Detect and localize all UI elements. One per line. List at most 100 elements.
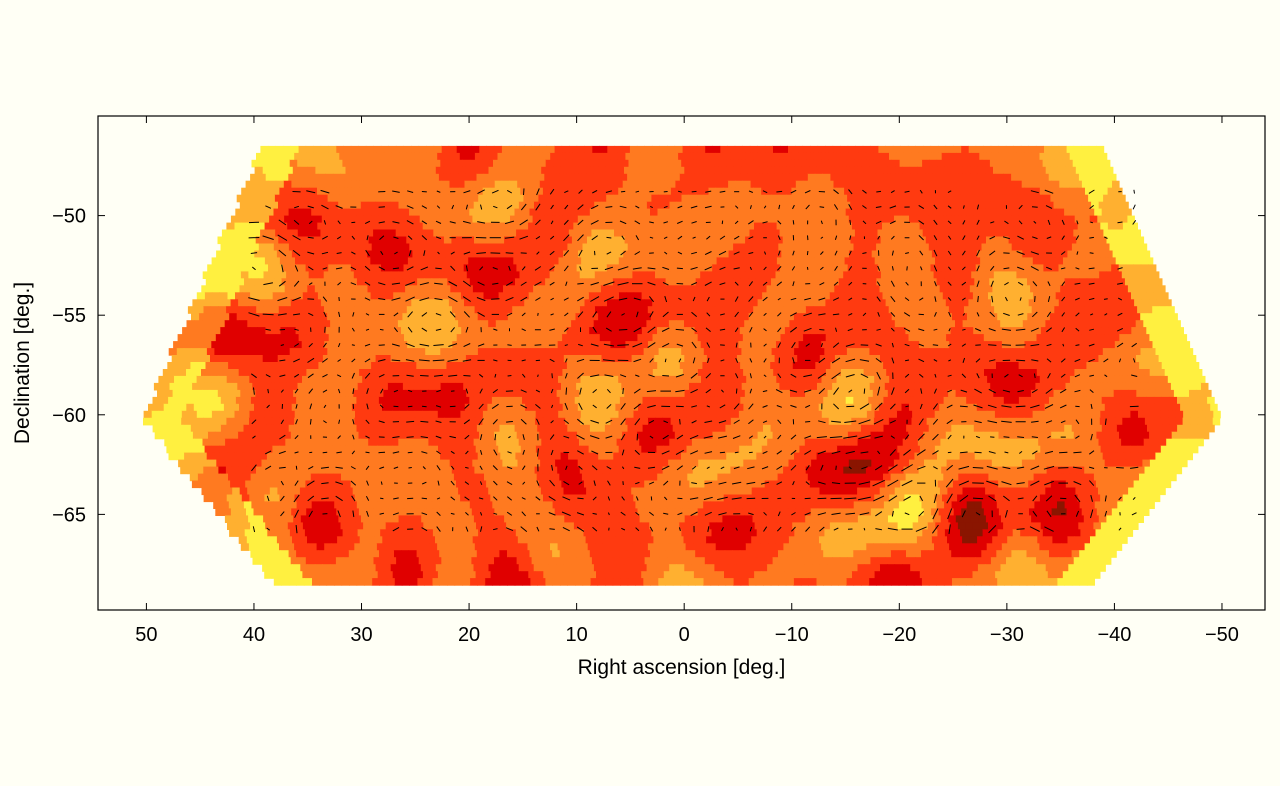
map-cell [806, 222, 815, 231]
map-cell [268, 369, 277, 377]
map-cell [1194, 403, 1203, 412]
map-cell [701, 257, 710, 265]
map-cell [809, 264, 818, 272]
map-cell [298, 145, 307, 154]
map-cell [789, 236, 798, 245]
map-cell [979, 187, 988, 196]
map-cell [618, 327, 627, 335]
map-cell [988, 396, 997, 405]
map-cell [349, 159, 358, 168]
map-cell [532, 250, 541, 259]
map-cell [869, 264, 878, 272]
map-cell [888, 222, 897, 231]
map-cell [625, 410, 634, 419]
map-cell [220, 396, 229, 405]
map-cell [900, 369, 909, 377]
map-cell [903, 375, 912, 384]
map-cell [955, 389, 964, 398]
map-cell [1203, 389, 1212, 398]
map-cell [786, 229, 795, 238]
map-cell [745, 152, 754, 161]
map-cell [602, 152, 611, 161]
map-cell [598, 194, 607, 203]
map-cell [834, 389, 843, 398]
map-cell [945, 299, 954, 307]
map-cell [434, 250, 443, 259]
map-cell [816, 382, 825, 391]
map-cell [246, 320, 255, 328]
map-cell [362, 292, 371, 300]
map-cell [1010, 362, 1019, 370]
map-cell [565, 222, 574, 231]
map-cell [436, 187, 445, 196]
map-cell [1053, 236, 1062, 245]
map-cell [780, 403, 789, 412]
map-cell [1152, 410, 1161, 419]
map-cell [552, 159, 561, 168]
map-cell [923, 403, 932, 412]
map-cell [506, 243, 515, 252]
map-cell [306, 285, 315, 293]
map-cell [1024, 222, 1033, 231]
map-cell [1040, 362, 1049, 370]
map-cell [514, 278, 523, 286]
map-cell [536, 243, 545, 252]
map-cell [343, 369, 352, 377]
map-cell [991, 215, 1000, 224]
map-cell [288, 278, 297, 286]
map-cell [926, 187, 935, 196]
map-cell [223, 403, 232, 412]
map-cell [1067, 320, 1076, 328]
map-cell [737, 271, 746, 279]
map-cell [270, 271, 279, 279]
map-cell [374, 320, 383, 328]
map-cell [348, 278, 357, 286]
map-cell [583, 264, 592, 272]
map-cell [465, 389, 474, 398]
map-cell [1097, 250, 1106, 259]
map-cell [328, 180, 337, 189]
map-cell [259, 194, 268, 203]
map-cell [1015, 271, 1024, 279]
map-cell [1161, 396, 1170, 405]
map-cell [482, 257, 491, 265]
map-cell [232, 389, 241, 398]
map-cell [1088, 369, 1097, 377]
map-cell [477, 194, 486, 203]
map-cell [208, 403, 217, 412]
map-cell [680, 278, 689, 286]
map-cell [534, 152, 543, 161]
map-cell [527, 375, 536, 384]
map-cell [1007, 355, 1016, 363]
map-cell [1116, 396, 1125, 405]
map-cell [1157, 320, 1166, 328]
map-cell [184, 382, 193, 391]
map-cell [919, 222, 928, 231]
map-cell [1095, 229, 1104, 238]
map-cell [812, 201, 821, 210]
map-cell [1175, 327, 1184, 335]
map-cell [269, 166, 278, 175]
map-cell [787, 299, 796, 307]
map-cell [491, 278, 500, 286]
map-cell [686, 327, 695, 335]
map-cell [452, 292, 461, 300]
map-cell [1087, 229, 1096, 238]
map-cell [197, 362, 206, 370]
map-cell [844, 292, 853, 300]
map-cell [1126, 369, 1135, 377]
map-cell [462, 382, 471, 391]
map-cell [744, 236, 753, 245]
map-cell [715, 410, 724, 419]
map-cell [158, 410, 167, 419]
map-cell [1019, 194, 1028, 203]
map-cell [779, 264, 788, 272]
map-cell [536, 362, 545, 370]
map-cell [883, 348, 892, 356]
map-cell [395, 229, 404, 238]
map-cell [593, 389, 602, 398]
map-cell [213, 278, 222, 286]
map-cell [923, 215, 932, 224]
map-cell [668, 285, 677, 293]
map-cell [308, 341, 317, 349]
